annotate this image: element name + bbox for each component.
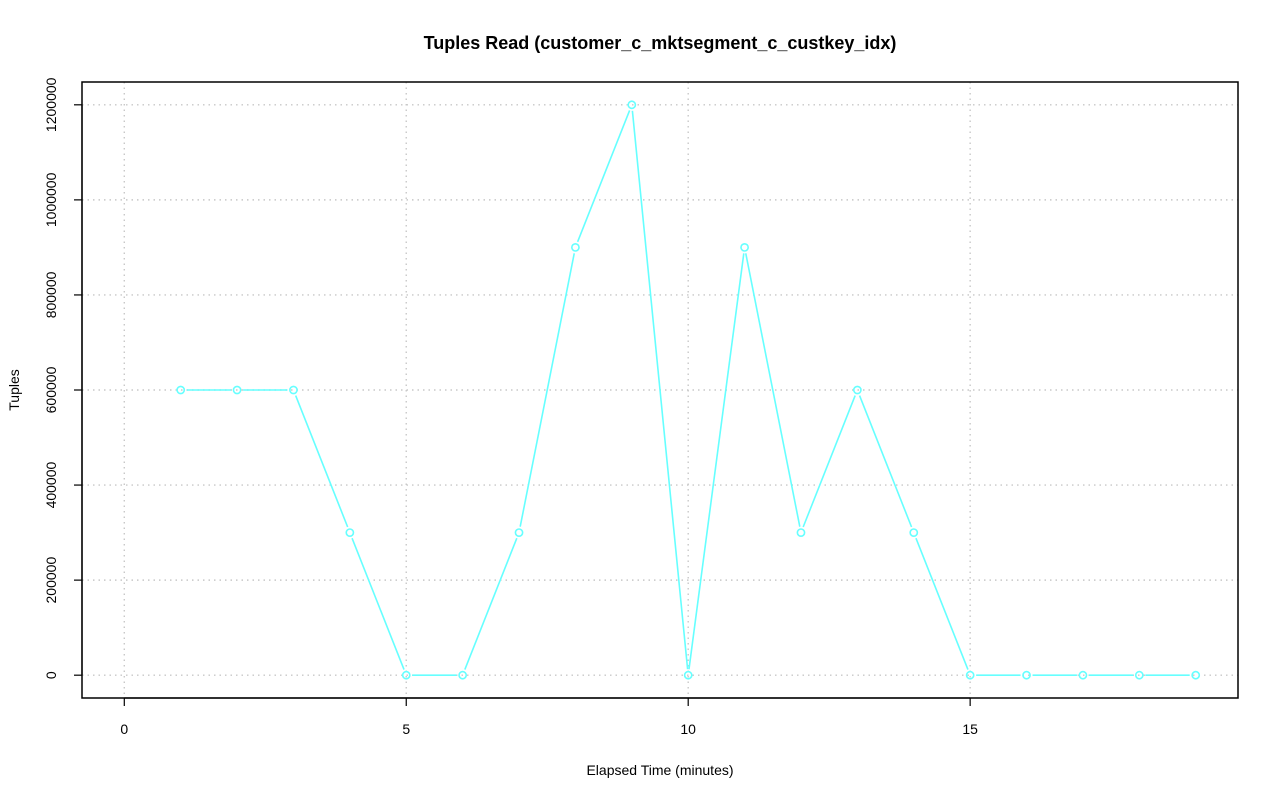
y-axis: 0 200000 400000 600000 800000 1000000 1200000	[43, 77, 83, 679]
x-tick-label: 0	[120, 721, 128, 737]
y-tick-label: 800000	[43, 271, 59, 318]
x-axis-label: Elapsed Time (minutes)	[586, 762, 733, 778]
series-line-segment	[915, 537, 969, 670]
x-tick-label: 5	[402, 721, 410, 737]
data-point	[627, 100, 637, 110]
series-line-segment	[744, 253, 801, 527]
data-point	[345, 528, 355, 537]
x-tick-label: 15	[962, 721, 978, 737]
data-point	[683, 670, 693, 680]
series-line-segment	[351, 537, 405, 670]
data-point	[796, 528, 806, 537]
data-point	[232, 385, 242, 395]
data-point	[1022, 670, 1031, 680]
data-point	[289, 385, 298, 395]
y-tick-label: 0	[43, 671, 59, 679]
data-point	[401, 670, 411, 680]
chart-title: Tuples Read (customer_c_mktsegment_c_cus…	[424, 33, 897, 53]
data-point	[740, 243, 749, 252]
data-point	[1134, 670, 1144, 680]
x-axis: 0 5 10 15	[120, 697, 978, 737]
y-axis-label: Tuples	[6, 369, 22, 411]
data-point	[852, 385, 862, 395]
data-point	[909, 528, 919, 537]
series-line-segment	[631, 110, 689, 670]
data-point	[176, 385, 186, 395]
data-series	[176, 100, 1201, 680]
series-line-segment	[802, 395, 856, 528]
series-line-segment	[464, 537, 518, 670]
y-tick-label: 1000000	[43, 172, 59, 227]
data-point	[1191, 670, 1201, 680]
data-point	[514, 528, 524, 537]
series-line-segment	[294, 395, 349, 528]
series-line-segment	[858, 395, 913, 528]
data-point	[458, 670, 468, 680]
y-tick-label: 1200000	[43, 77, 59, 132]
y-tick-label: 200000	[43, 557, 59, 604]
data-point	[1078, 670, 1088, 680]
series-line-segment	[576, 110, 631, 243]
y-tick-label: 600000	[43, 366, 59, 413]
x-tick-label: 10	[680, 721, 696, 737]
series-line-segment	[519, 253, 576, 527]
series-line-segment	[688, 253, 745, 670]
data-point	[965, 670, 975, 680]
y-tick-label: 400000	[43, 461, 59, 508]
data-point	[571, 243, 580, 252]
